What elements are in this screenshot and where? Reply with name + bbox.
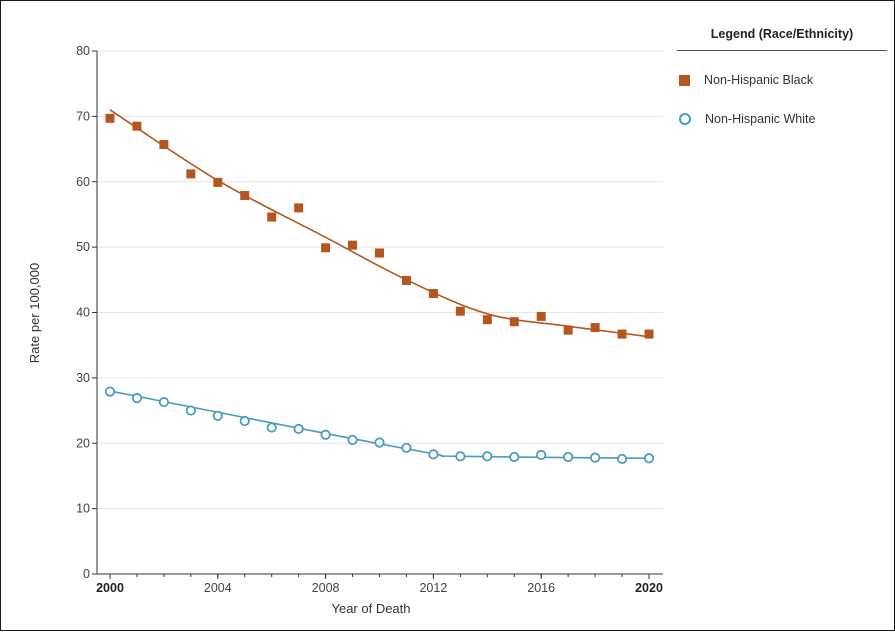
x-axis-title: Year of Death [331, 601, 410, 616]
data-point-black-2013 [455, 306, 465, 316]
x-tick-label: 2012 [419, 581, 447, 595]
x-tick-label: 2020 [635, 581, 663, 595]
data-point-white-2017 [563, 451, 574, 463]
data-point-white-2015 [509, 451, 520, 463]
x-tick-label: 2016 [527, 581, 555, 595]
legend-label-white: Non-Hispanic White [705, 112, 816, 126]
trend-line-series-1 [109, 390, 650, 460]
legend: Legend (Race/Ethnicity) Non-Hispanic Bla… [677, 15, 887, 129]
y-tick-label: 70 [76, 109, 90, 123]
data-point-black-2011 [401, 275, 411, 285]
y-axis-title: Rate per 100,000 [27, 263, 42, 363]
data-point-black-2006 [267, 212, 277, 222]
data-point-black-2001 [132, 121, 142, 131]
grid-lines [97, 50, 663, 510]
data-point-white-2005 [239, 415, 250, 427]
data-point-black-2007 [294, 203, 304, 213]
data-point-black-2012 [428, 289, 438, 299]
data-point-black-2010 [375, 248, 384, 258]
data-point-black-2002 [159, 139, 169, 149]
trend-line-series-0 [109, 109, 650, 338]
data-point-white-2004 [212, 410, 223, 421]
y-tick-label: 60 [76, 175, 90, 189]
data-point-white-2020 [643, 453, 655, 464]
data-point-white-2019 [616, 453, 628, 465]
data-point-black-2015 [509, 317, 519, 327]
data-point-black-2014 [482, 315, 492, 325]
data-point-white-2010 [374, 437, 385, 448]
data-point-white-2008 [320, 429, 331, 440]
data-point-black-2016 [536, 311, 546, 321]
data-point-white-2011 [401, 442, 412, 453]
data-point-white-2012 [428, 449, 439, 460]
data-point-white-2000 [104, 386, 116, 397]
data-point-white-2001 [131, 393, 143, 404]
axes [92, 50, 663, 579]
legend-title: Legend (Race/Ethnicity) [677, 15, 887, 51]
data-point-black-2009 [348, 240, 358, 250]
data-point-white-2002 [158, 396, 169, 408]
x-tick-label: 2008 [312, 581, 340, 595]
legend-label-black: Non-Hispanic Black [704, 73, 814, 87]
data-point-black-2018 [590, 323, 600, 333]
y-tick-label: 20 [76, 436, 90, 450]
y-tick-label: 30 [76, 371, 90, 385]
x-tick-label: 2004 [204, 581, 232, 595]
data-point-white-2014 [482, 451, 493, 462]
y-tick-label: 10 [76, 502, 90, 516]
data-point-white-2003 [185, 405, 196, 416]
data-point-black-2017 [563, 325, 573, 335]
data-point-white-2009 [347, 434, 358, 446]
legend-item-white[interactable]: Non-Hispanic White [677, 109, 887, 129]
data-point-black-2000 [105, 113, 115, 123]
data-point-black-2004 [213, 177, 223, 187]
y-tick-label: 80 [76, 44, 90, 58]
data-point-white-2007 [293, 423, 304, 434]
data-points [104, 113, 655, 465]
data-point-black-2008 [321, 243, 331, 253]
legend-item-black[interactable]: Non-Hispanic Black [677, 70, 887, 90]
circle-marker-icon [679, 113, 691, 125]
data-point-black-2019 [617, 329, 627, 339]
x-tick-labels: 2000 2004 2008 2012 2016 2020 [96, 581, 663, 595]
y-tick-labels: 0 10 20 30 40 50 60 70 80 [76, 44, 90, 581]
data-point-black-2005 [240, 190, 250, 200]
data-point-white-2018 [589, 452, 601, 463]
x-tick-label: 2000 [96, 581, 124, 595]
square-marker-icon [679, 74, 690, 86]
data-point-white-2006 [266, 422, 277, 433]
y-tick-label: 40 [76, 306, 90, 320]
data-point-black-2003 [186, 169, 196, 179]
data-point-black-2020 [644, 329, 654, 339]
data-point-white-2013 [455, 451, 466, 462]
data-point-white-2016 [536, 449, 547, 461]
y-tick-label: 0 [83, 567, 90, 581]
y-tick-label: 50 [76, 240, 90, 254]
